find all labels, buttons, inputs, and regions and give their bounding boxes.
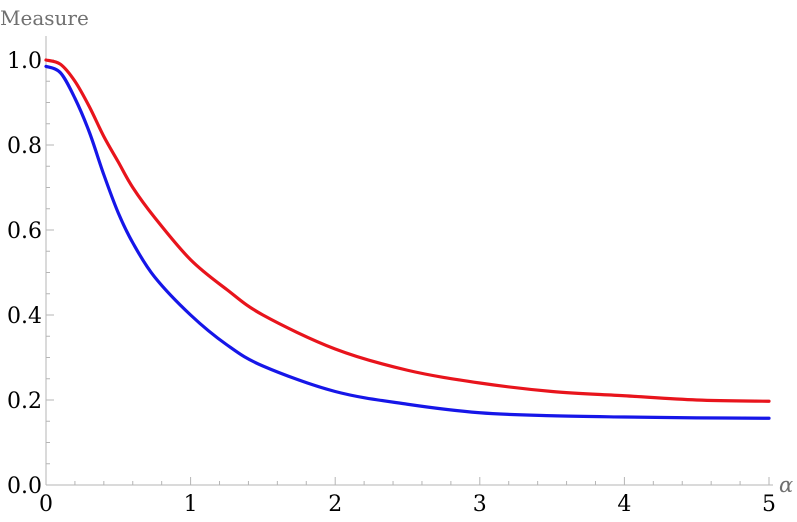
x-tick-label: 4 <box>617 492 631 517</box>
y-tick-label: 0.0 <box>7 474 42 499</box>
series-line-2 <box>44 64 771 420</box>
x-ticks: 0 1 2 3 4 5 <box>39 477 776 517</box>
x-tick-label: 2 <box>328 492 342 517</box>
series-line-1 <box>44 58 771 403</box>
y-ticks: 0.0 0.2 0.4 0.6 0.8 1.0 <box>7 49 54 499</box>
axes: 0 1 2 3 4 5 0.0 0.2 0.4 0.6 0.8 1.0 <box>7 36 776 517</box>
series-layer <box>44 58 771 420</box>
y-tick-label: 0.4 <box>7 304 42 329</box>
y-axis-title: Measure <box>0 6 89 30</box>
x-tick-label: 3 <box>473 492 487 517</box>
x-tick-label: 5 <box>762 492 776 517</box>
y-tick-label: 0.2 <box>7 389 42 414</box>
y-tick-label: 0.6 <box>7 219 42 244</box>
x-tick-label: 1 <box>184 492 198 517</box>
y-tick-label: 1.0 <box>7 49 42 74</box>
y-tick-label: 0.8 <box>7 134 42 159</box>
x-axis-title: α <box>779 473 793 497</box>
x-tick-label: 0 <box>39 492 53 517</box>
